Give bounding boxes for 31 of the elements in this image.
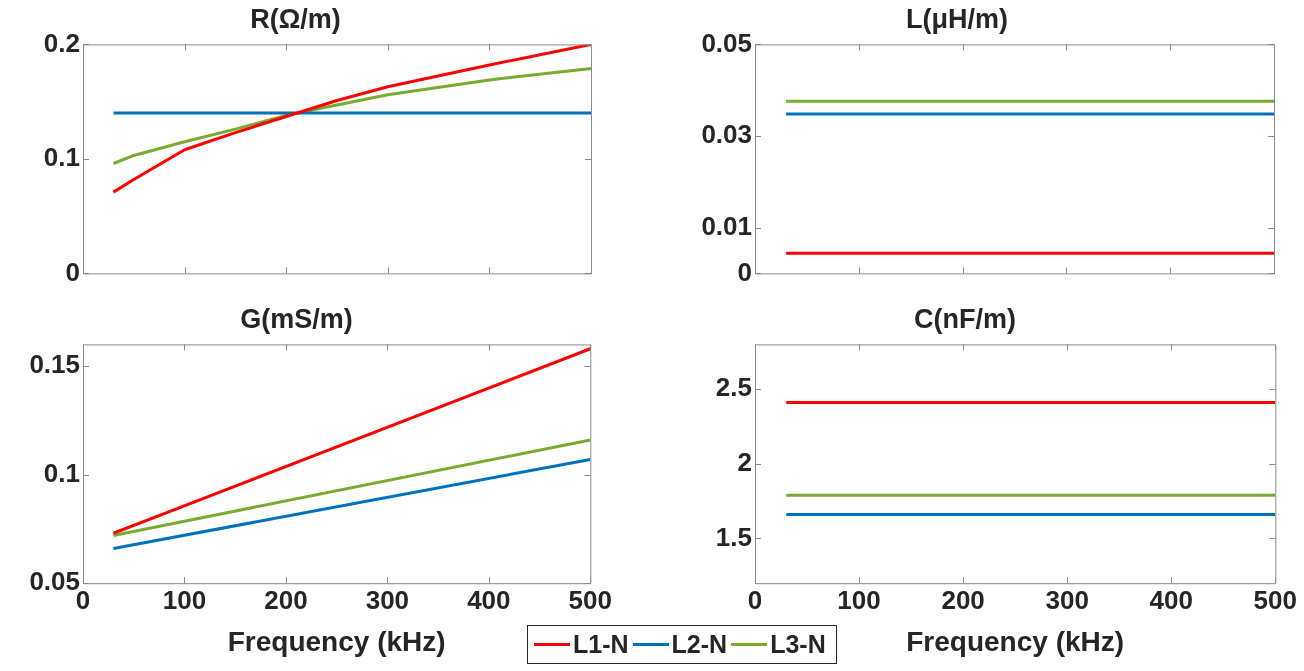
chart-title: R(Ω/m) [250,3,341,34]
legend-label: L3-N [770,630,826,659]
x-tick-label: 100 [162,584,207,615]
y-tick-label: 0.1 [43,142,80,173]
x-tick-label: 200 [941,584,985,615]
y-tick-label: 2.5 [715,372,752,403]
chart-title: G(mS/m) [240,303,353,334]
x-tick-label: 400 [1149,584,1193,615]
y-tick-label: 0.01 [701,210,752,241]
chart-title: C(nF/m) [914,303,1016,334]
x-axis-title: Frequency (kHz) [906,625,1125,657]
x-tick-label: 500 [568,584,613,615]
y-tick-label: 0 [737,256,752,287]
y-tick-label: 1.5 [715,521,752,552]
x-tick-label: 300 [365,584,410,615]
legend-label: L1-N [573,630,629,659]
x-tick-label: 300 [1045,584,1089,615]
chart-title: L(μH/m) [905,3,1009,34]
y-tick-label: 0.15 [29,349,80,380]
x-tick-label: 200 [264,584,308,615]
y-tick-label: 0.1 [43,457,80,488]
x-axis-title: Frequency (kHz) [227,625,446,657]
x-tick-label: 500 [1253,584,1298,615]
y-tick-label: 0.2 [43,27,80,58]
legend-label: L2-N [671,630,728,659]
y-tick-label: 0 [65,256,80,287]
y-tick-label: 2 [737,446,752,477]
y-tick-label: 0.05 [701,27,752,58]
x-tick-label: 400 [467,584,511,615]
x-tick-label: 100 [837,584,881,615]
y-tick-label: 0.03 [701,119,752,150]
